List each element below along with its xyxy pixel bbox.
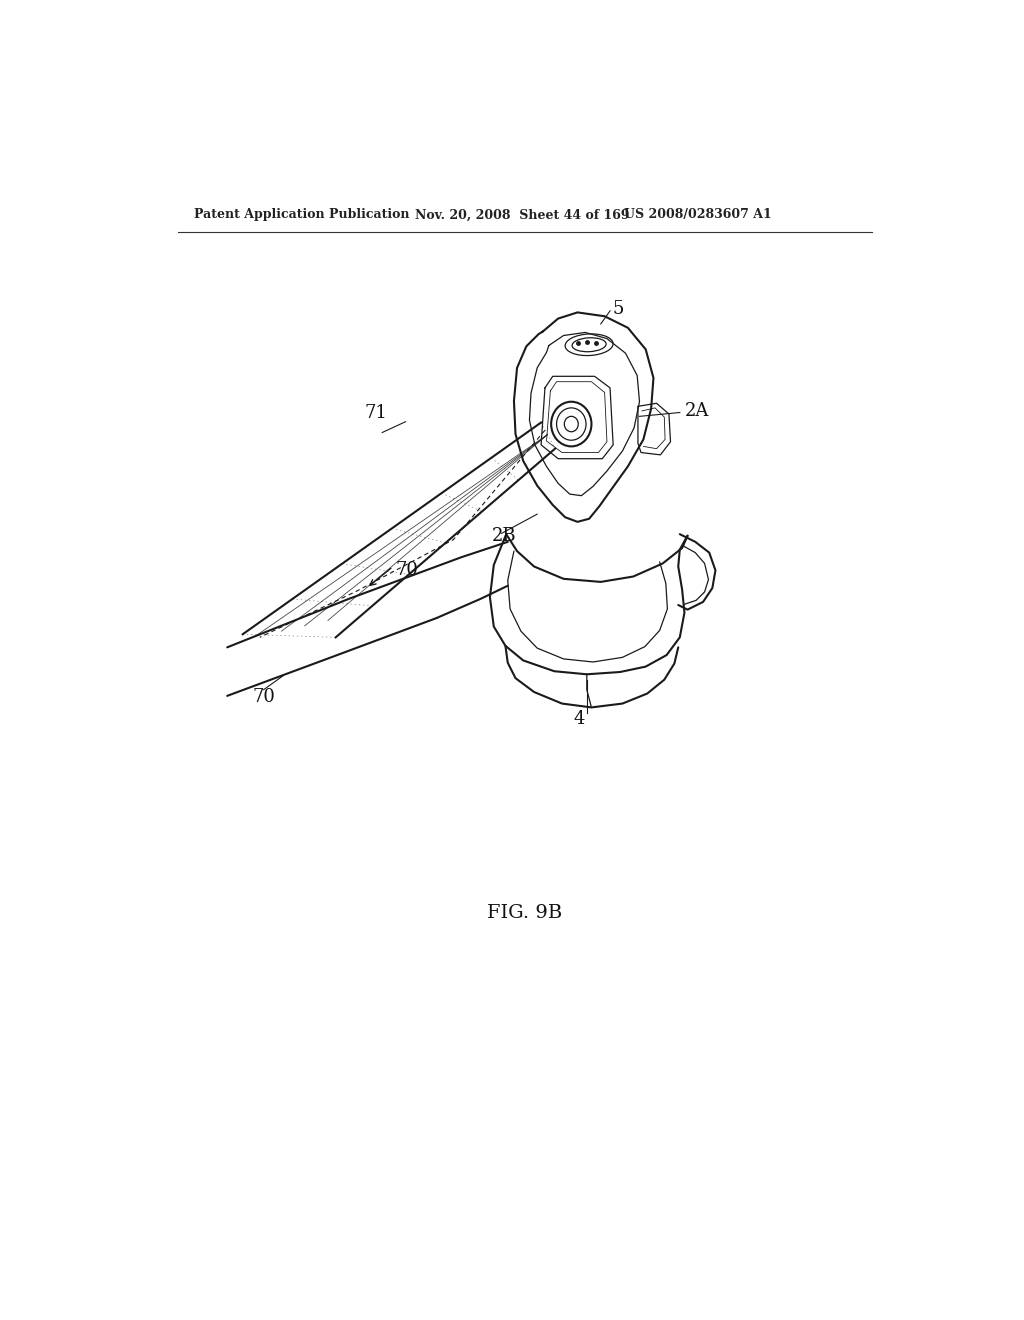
Text: 4: 4 [573, 710, 585, 727]
Text: Nov. 20, 2008  Sheet 44 of 169: Nov. 20, 2008 Sheet 44 of 169 [415, 209, 630, 222]
Text: Patent Application Publication: Patent Application Publication [194, 209, 410, 222]
Text: 70: 70 [395, 561, 418, 579]
Text: 71: 71 [365, 404, 387, 421]
Text: 2B: 2B [493, 527, 517, 545]
Text: 2A: 2A [684, 403, 709, 420]
Text: FIG. 9B: FIG. 9B [487, 904, 562, 921]
Text: 5: 5 [612, 300, 624, 318]
Text: US 2008/0283607 A1: US 2008/0283607 A1 [624, 209, 772, 222]
Text: 70: 70 [252, 689, 274, 706]
